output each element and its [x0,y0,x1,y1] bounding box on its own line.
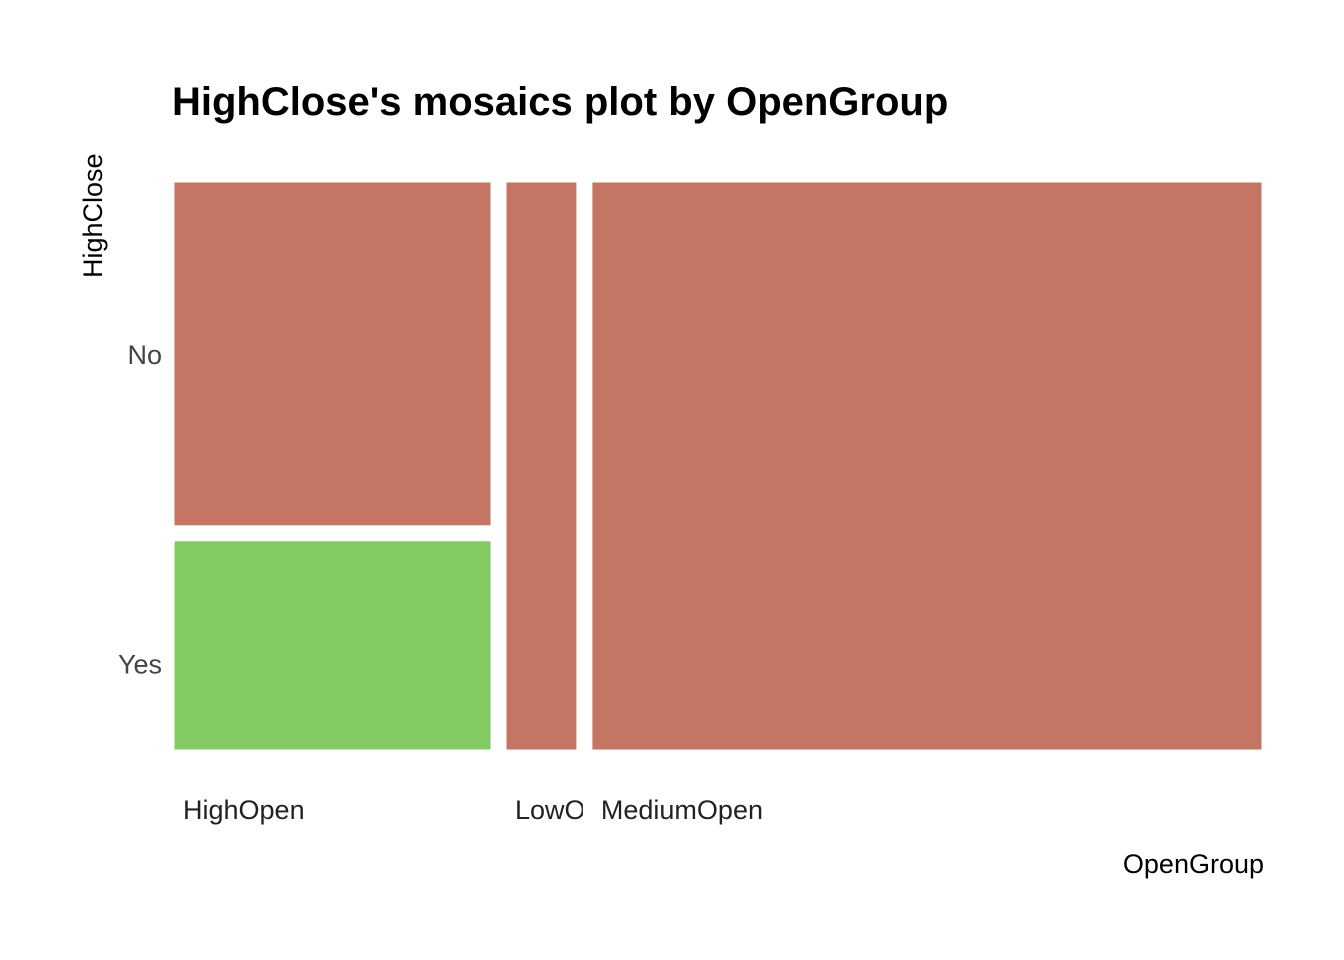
mosaic-cell-lowopen-no [506,182,577,750]
mosaic-cell-highopen-no [174,182,491,526]
x-tick-label-mediumopen: MediumOpen [601,795,763,825]
y-tick-label-no: No [127,340,162,370]
x-axis-title: OpenGroup [1123,849,1264,879]
x-tick-labels: HighOpen LowO MediumOpen [183,795,763,825]
mosaic-cell-highopen-yes [174,541,491,750]
chart-title: HighClose's mosaics plot by OpenGroup [172,80,948,124]
y-tick-labels: No Yes [118,340,162,680]
x-tick-label-highopen: HighOpen [183,795,305,825]
y-tick-label-yes: Yes [118,649,162,679]
y-axis-title: HighClose [78,153,108,278]
x-tick-label-lowopen: LowO [515,795,586,825]
mosaic-cells [174,182,1262,750]
mosaic-cell-mediumopen-no [592,182,1262,750]
